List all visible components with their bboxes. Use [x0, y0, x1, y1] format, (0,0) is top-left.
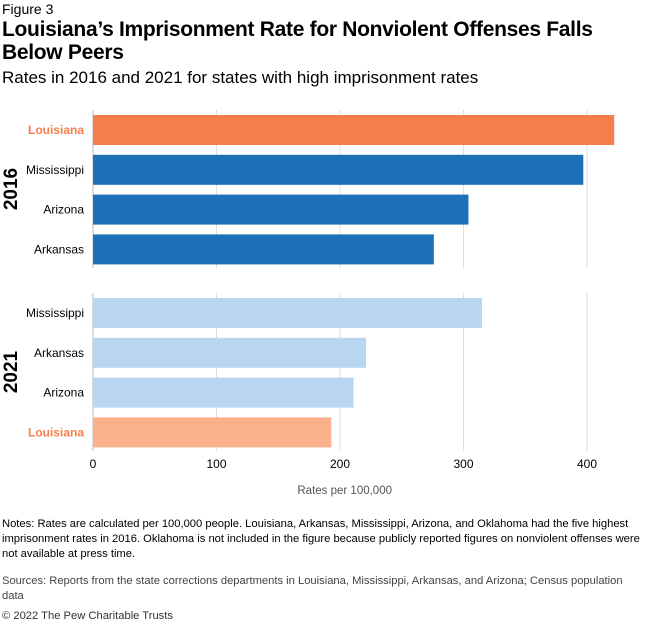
x-tick-label: 400 [577, 457, 597, 471]
bar-2021-arkansas [93, 337, 366, 368]
x-tick-label: 200 [330, 457, 350, 471]
panel-label-2021: 2021 [1, 350, 22, 393]
bar-2016-arizona [93, 194, 469, 225]
category-label: Arkansas [34, 242, 84, 256]
x-tick-label: 100 [206, 457, 226, 471]
bar-2021-mississippi [93, 298, 483, 328]
bar-2016-mississippi [93, 154, 584, 185]
category-label: Arizona [43, 386, 84, 400]
category-label: Mississippi [26, 163, 84, 177]
figure-label: Figure 3 [2, 1, 54, 17]
chart-subtitle: Rates in 2016 and 2021 for states with h… [2, 68, 479, 87]
x-axis-label: Rates per 100,000 [297, 485, 392, 497]
panel-label-2016: 2016 [1, 168, 22, 210]
x-tick-label: 0 [90, 457, 97, 471]
sources: Sources: Reports from the state correcti… [2, 575, 623, 602]
category-label: Mississippi [26, 306, 84, 320]
notes: Notes: Rates are calculated per 100,000 … [2, 518, 640, 560]
copyright: © 2022 The Pew Charitable Trusts [2, 610, 173, 622]
bar-2016-louisiana [93, 115, 615, 145]
bar-2021-louisiana [93, 417, 332, 448]
bar-2016-arkansas [93, 234, 434, 265]
chart-title: Louisiana’s Imprisonment Rate for Nonvio… [2, 18, 593, 64]
category-label: Arizona [43, 203, 84, 217]
bar-2021-arizona [93, 377, 354, 408]
bar-chart: Louisiana Mississippi Arizona Arkansas 2016 M… [1, 110, 615, 497]
category-label: Louisiana [28, 425, 84, 439]
category-label: Arkansas [34, 346, 84, 360]
category-label: Louisiana [28, 123, 84, 137]
x-tick-label: 300 [453, 457, 473, 471]
